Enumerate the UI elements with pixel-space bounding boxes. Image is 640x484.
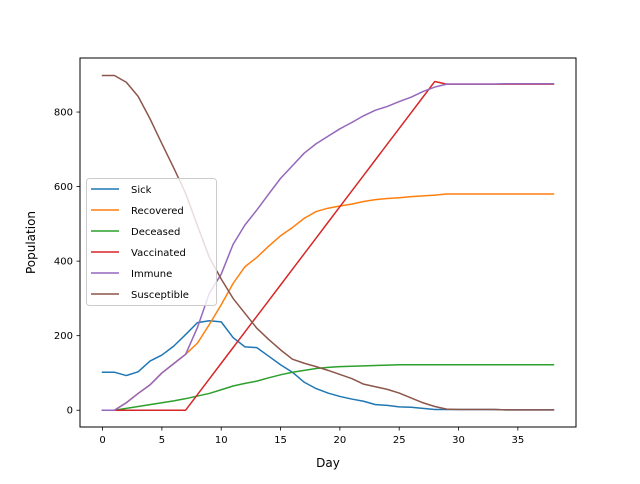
y-axis: 0 200 400 600 800 — [54, 108, 80, 417]
x-tick-label: 0 — [99, 435, 105, 446]
plot-frame — [79, 57, 577, 428]
legend-box — [86, 178, 217, 306]
legend-label-immune: Immune — [131, 269, 172, 280]
series-line-susceptible — [101, 74, 555, 411]
x-axis-label: Day — [316, 456, 340, 470]
x-axis: 0 5 10 15 20 25 30 35 — [99, 427, 524, 446]
legend-label-vaccinated: Vaccinated — [131, 248, 186, 259]
x-tick-label: 20 — [333, 435, 346, 446]
legend: Sick Recovered Deceased Vaccinated Immune Sus… — [86, 178, 217, 306]
x-tick-label: 5 — [159, 435, 165, 446]
y-tick-label: 200 — [54, 331, 73, 342]
x-tick-label: 30 — [452, 435, 465, 446]
y-tick-label: 0 — [67, 406, 73, 417]
x-tick-label: 25 — [393, 435, 406, 446]
series-layer — [101, 74, 555, 411]
legend-label-deceased: Deceased — [131, 227, 180, 238]
series-line-deceased — [101, 364, 555, 411]
x-tick-label: 15 — [274, 435, 287, 446]
x-tick-label: 35 — [511, 435, 524, 446]
legend-label-recovered: Recovered — [131, 206, 184, 217]
x-tick-label: 10 — [215, 435, 228, 446]
legend-label-sick: Sick — [131, 185, 152, 196]
y-tick-label: 800 — [54, 108, 73, 119]
y-axis-label: Population — [24, 211, 38, 274]
y-tick-label: 400 — [54, 257, 73, 268]
legend-label-susceptible: Susceptible — [131, 290, 189, 301]
series-line-immune — [101, 82, 555, 411]
y-tick-label: 600 — [54, 182, 73, 193]
